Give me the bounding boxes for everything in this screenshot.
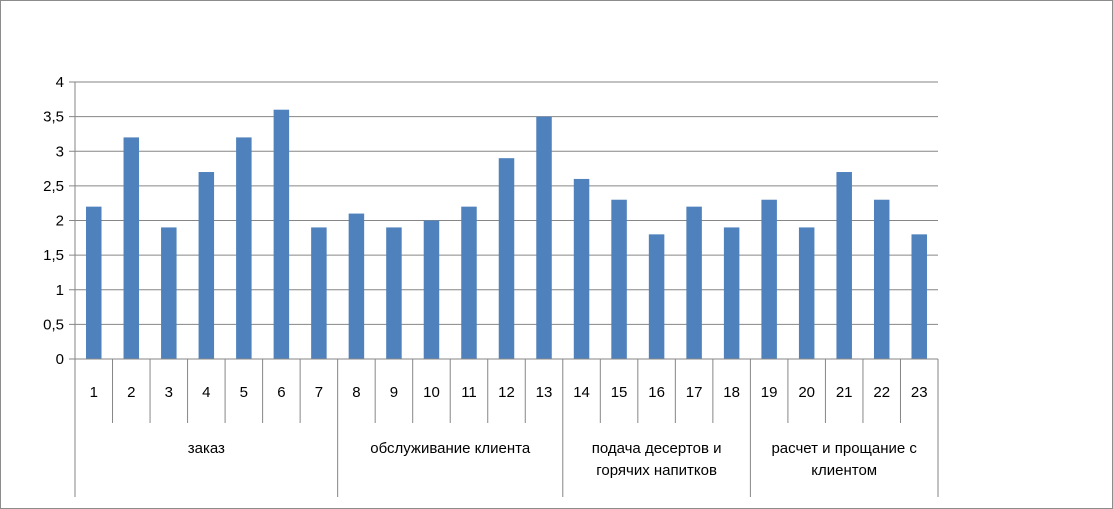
bar: [236, 137, 252, 359]
x-tick-label: 6: [277, 384, 285, 401]
bar: [648, 234, 665, 359]
x-tick-label: 21: [836, 384, 853, 401]
bar: [348, 213, 365, 359]
y-tick-label: 2: [56, 213, 64, 230]
x-tick-label: 12: [498, 384, 515, 401]
x-tick-label: 2: [127, 384, 135, 401]
bar: [798, 227, 815, 359]
bar: [386, 227, 402, 359]
x-tick-label: 10: [423, 384, 440, 401]
x-tick-label: 3: [165, 384, 173, 401]
bar: [611, 199, 627, 359]
y-tick-label: 3: [56, 143, 64, 160]
x-tick-label: 15: [611, 384, 628, 401]
bar: [198, 172, 215, 359]
bar: [836, 172, 852, 359]
x-tick-label: 1: [90, 384, 98, 401]
x-tick-label: 5: [240, 384, 248, 401]
y-tick-label: 0: [56, 351, 64, 368]
group-label: заказ: [188, 440, 225, 457]
y-tick-label: 4: [56, 74, 64, 91]
group-label: клиентом: [811, 462, 877, 479]
y-tick-label: 3,5: [43, 109, 64, 126]
x-tick-label: 8: [352, 384, 360, 401]
bar: [86, 206, 102, 359]
bar: [161, 227, 177, 359]
bar: [723, 227, 740, 359]
x-tick-label: 14: [573, 384, 590, 401]
group-label: подача десертов и: [592, 440, 722, 457]
x-tick-label: 7: [315, 384, 323, 401]
bar: [873, 199, 890, 359]
bar: [536, 116, 552, 359]
x-tick-label: 22: [873, 384, 890, 401]
group-label: горячих напитков: [596, 462, 717, 479]
bar: [311, 227, 327, 359]
bar: [761, 199, 777, 359]
x-tick-label: 23: [911, 384, 928, 401]
y-tick-label: 1: [56, 282, 64, 299]
x-tick-label: 20: [798, 384, 815, 401]
x-tick-label: 4: [202, 384, 210, 401]
bar: [461, 206, 477, 359]
x-tick-label: 19: [761, 384, 778, 401]
bar: [573, 178, 590, 359]
x-tick-label: 13: [536, 384, 553, 401]
group-label: расчет и прощание с: [771, 440, 917, 457]
bar: [123, 137, 140, 359]
bar: [911, 234, 927, 359]
group-label: обслуживание клиента: [370, 440, 531, 457]
y-tick-label: 2,5: [43, 178, 64, 195]
x-tick-label: 18: [723, 384, 740, 401]
bar: [686, 206, 702, 359]
bar: [423, 220, 440, 359]
x-tick-label: 9: [390, 384, 398, 401]
x-tick-label: 16: [648, 384, 665, 401]
bar: [498, 158, 515, 359]
bar: [273, 109, 290, 359]
x-tick-label: 11: [461, 384, 477, 401]
y-tick-label: 1,5: [43, 247, 64, 264]
y-tick-label: 0,5: [43, 316, 64, 333]
x-tick-label: 17: [686, 384, 703, 401]
